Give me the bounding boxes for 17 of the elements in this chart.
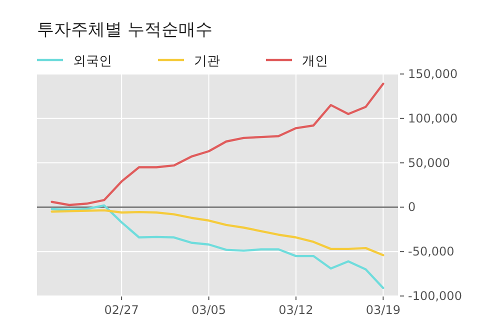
x-tick-label: 03/19 [366,303,400,317]
legend-label: 개인 [302,54,328,69]
x-tick-label: 03/05 [191,303,226,317]
x-tick-label: 03/12 [278,303,314,317]
y-tick-label: 150,000 [408,67,458,81]
line-series [50,204,384,290]
y-tick-label: 0 [408,200,416,214]
y-tick-label: 100,000 [408,111,458,126]
legend-label: 기관 [194,54,220,69]
y-tick-label: -50,000 [408,244,454,259]
line-series [50,82,384,206]
legend-label: 외국인 [73,54,112,69]
x-tick-label: 02/27 [104,303,139,317]
y-tick-label: -100,000 [408,289,462,303]
y-tick-label: 50,000 [408,156,450,170]
line-series [50,209,384,256]
chart-title: 투자주체별 누적순매수 [37,20,212,40]
